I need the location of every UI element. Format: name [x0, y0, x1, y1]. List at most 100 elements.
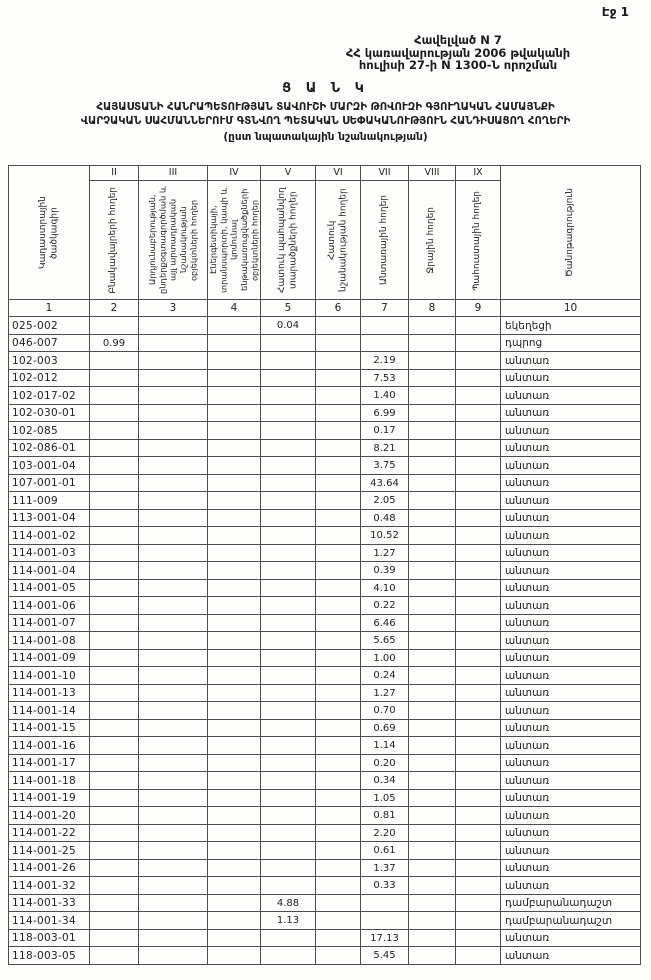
cell-col-7: 3.75 — [360, 456, 409, 475]
column-number: 3 — [138, 299, 208, 318]
cell-col-2 — [89, 403, 139, 423]
column-number: 9 — [455, 299, 501, 318]
header-settlement-lands: Բնակավայրերի հողեր — [89, 180, 139, 301]
cell-col-9 — [455, 561, 501, 580]
cell-col-6 — [315, 718, 361, 738]
cell-remark: անտառ — [500, 648, 641, 668]
cell-col-2: 0.99 — [89, 333, 139, 353]
cell-col-5 — [260, 403, 316, 423]
cell-col-3 — [138, 473, 208, 493]
cell-cadastral-code: 102-086-01 — [8, 438, 90, 458]
cell-col-7: 1.37 — [360, 858, 409, 878]
cell-cadastral-code: 114-001-04 — [8, 561, 90, 580]
cell-col-6 — [315, 823, 361, 843]
cell-remark: դպրոց — [500, 333, 641, 353]
cell-col-2 — [89, 753, 139, 773]
cell-col-2 — [89, 876, 139, 895]
cell-col-8 — [408, 928, 456, 948]
cell-col-2 — [89, 771, 139, 790]
cell-col-2 — [89, 368, 139, 388]
cell-col-5 — [260, 753, 316, 773]
cell-remark: անտառ — [500, 928, 641, 948]
cell-col-9 — [455, 648, 501, 668]
cell-col-9 — [455, 316, 501, 335]
cell-col-3 — [138, 333, 208, 353]
cell-col-9 — [455, 806, 501, 825]
cell-col-7: 43.64 — [360, 473, 409, 493]
cell-col-3 — [138, 736, 208, 755]
cell-col-2 — [89, 561, 139, 580]
appendix-line: հուլիսի 27-ի N 1300-Ն որոշման — [358, 58, 558, 73]
cell-col-6 — [315, 421, 361, 440]
cell-col-5: 0.04 — [260, 316, 316, 335]
column-number: 8 — [408, 299, 456, 318]
cell-col-5 — [260, 841, 316, 860]
cell-col-2 — [89, 508, 139, 528]
cell-col-7: 4.10 — [360, 578, 409, 598]
cell-col-3 — [138, 316, 208, 335]
cell-col-8 — [408, 368, 456, 388]
cell-col-9 — [455, 631, 501, 650]
cell-col-2 — [89, 526, 139, 545]
cell-col-3 — [138, 946, 208, 965]
cell-col-6 — [315, 368, 361, 388]
cell-remark: անտառ — [500, 351, 641, 370]
table-row: 114-001-34 1.13 դամբարանադաշտ — [8, 911, 641, 930]
cell-col-9 — [455, 543, 501, 563]
cell-remark: անտառ — [500, 771, 641, 790]
cell-col-7: 1.00 — [360, 648, 409, 668]
subtitle-line: ՀԱՅԱՍՏԱՆԻ ՀԱՆՐԱՊԵՏՈՒԹՅԱՆ ՏԱՎՈՒՇԻ ՄԱՐԶԻ Թ… — [96, 101, 555, 113]
roman-numeral: IX — [455, 165, 501, 182]
cell-col-5 — [260, 578, 316, 598]
column-number: 5 — [260, 299, 316, 318]
cell-col-5 — [260, 491, 316, 510]
table-row: 118-003-05 5.45 անտառ — [8, 946, 641, 965]
cell-col-3 — [138, 491, 208, 510]
cell-col-2 — [89, 893, 139, 913]
table-row: 114-001-05 4.10 անտառ — [8, 578, 641, 598]
cell-cadastral-code: 114-001-16 — [8, 736, 90, 755]
cell-col-4 — [207, 946, 261, 965]
cell-remark: անտառ — [500, 491, 641, 510]
cell-remark: անտառ — [500, 456, 641, 475]
page-number-label: Էջ 1 — [601, 5, 629, 19]
cell-cadastral-code: 114-001-13 — [8, 683, 90, 703]
cell-col-7: 0.33 — [360, 876, 409, 895]
cell-col-2 — [89, 421, 139, 440]
cell-col-6 — [315, 736, 361, 755]
cell-col-8 — [408, 491, 456, 510]
cell-col-4 — [207, 718, 261, 738]
cell-col-5 — [260, 473, 316, 493]
cell-col-4 — [207, 473, 261, 493]
cell-col-2 — [89, 841, 139, 860]
cell-col-5 — [260, 526, 316, 545]
roman-numeral: VI — [315, 165, 361, 182]
cell-remark: եկեղեցի — [500, 316, 641, 335]
cell-cadastral-code: 114-001-19 — [8, 788, 90, 808]
cell-col-2 — [89, 718, 139, 738]
roman-numeral-row: Կադաստրային ծածկագիր II III IV V VI VII … — [8, 165, 641, 301]
cell-remark: անտառ — [500, 438, 641, 458]
cell-col-5 — [260, 806, 316, 825]
cell-col-6 — [315, 473, 361, 493]
cell-col-3 — [138, 771, 208, 790]
table-row: 114-001-33 4.88 դամբարանադաշտ — [8, 893, 641, 913]
table-row: 103-001-04 3.75 անտառ — [8, 456, 641, 475]
cell-col-4 — [207, 858, 261, 878]
cell-col-4 — [207, 368, 261, 388]
cell-col-4 — [207, 596, 261, 615]
cell-cadastral-code: 114-001-22 — [8, 823, 90, 843]
cell-col-2 — [89, 911, 139, 930]
cell-col-6 — [315, 946, 361, 965]
table-row: 114-001-06 0.22 անտառ — [8, 596, 641, 615]
cell-remark: անտառ — [500, 368, 641, 388]
cell-col-9 — [455, 683, 501, 703]
cell-col-6 — [315, 578, 361, 598]
table-row: 114-001-16 1.14 անտառ — [8, 736, 641, 755]
cell-col-8 — [408, 666, 456, 685]
appendix-line: Հավելված N 7 — [414, 33, 502, 47]
cell-col-7: 0.34 — [360, 771, 409, 790]
cell-col-3 — [138, 561, 208, 580]
cell-col-9 — [455, 858, 501, 878]
cell-col-4 — [207, 771, 261, 790]
